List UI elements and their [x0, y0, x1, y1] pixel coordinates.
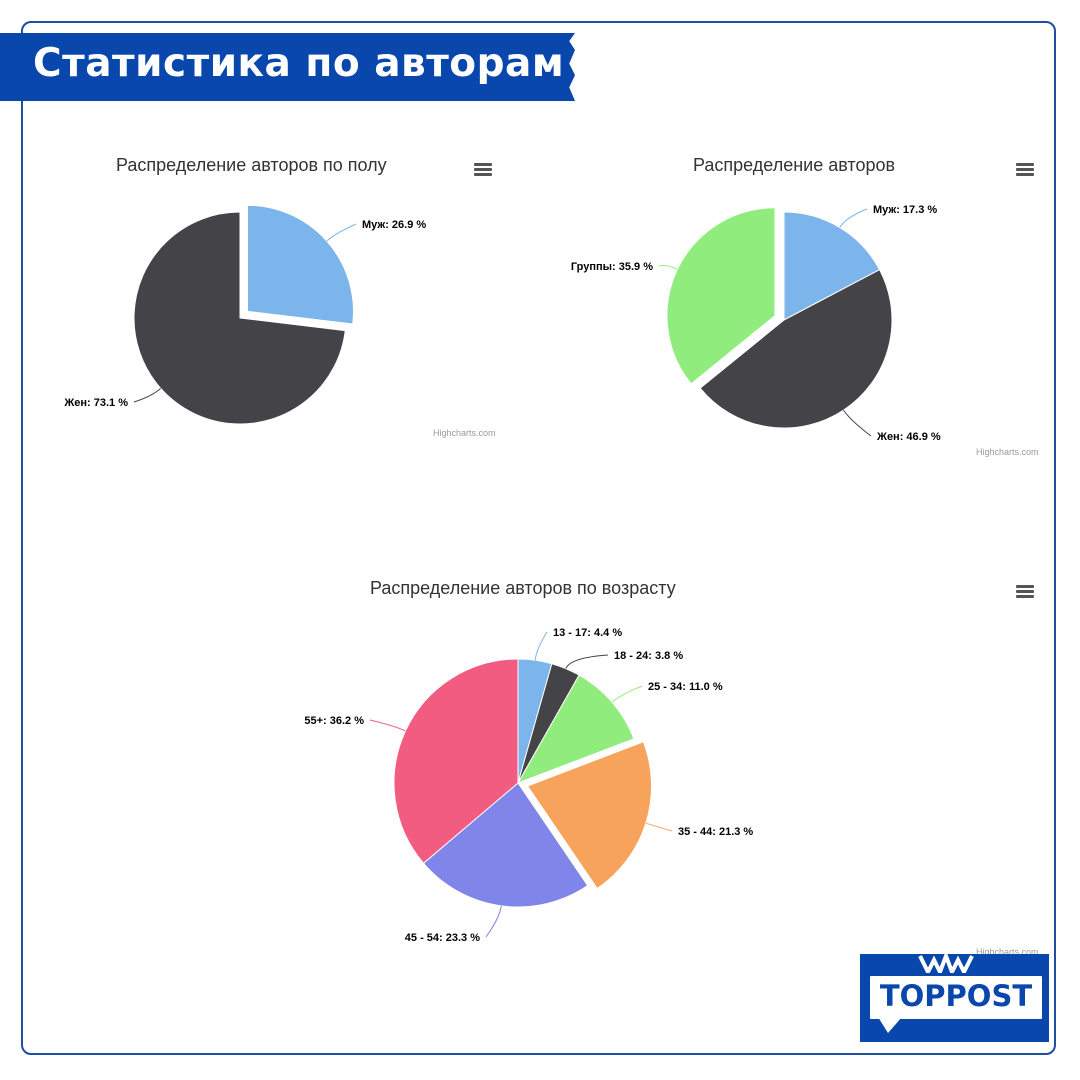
data-label-connector: [611, 685, 643, 703]
pie-slice[interactable]: [133, 211, 346, 425]
data-label-connector: [369, 719, 406, 732]
pie-slice[interactable]: [666, 207, 776, 385]
data-label-connector: [485, 905, 502, 938]
chart-title-gender: Распределение авторов по полу: [116, 155, 387, 175]
pie-slice[interactable]: [393, 658, 519, 864]
highcharts-credit[interactable]: Highcharts.com: [433, 428, 496, 438]
pie-slice[interactable]: [422, 782, 589, 908]
data-label-connector: [645, 822, 673, 832]
logo-bubble: TOPPOST: [867, 973, 1045, 1022]
data-label-connector: [133, 387, 162, 403]
page-title: Статистика по авторам: [33, 41, 565, 86]
highcharts-credit[interactable]: Highcharts.com: [976, 947, 1039, 957]
data-label: 45 - 54: 23.3 %: [405, 932, 480, 944]
crown-icon: [918, 954, 974, 976]
data-label: Муж: 26.9 %: [362, 219, 426, 231]
pie-slice[interactable]: [783, 211, 881, 321]
pie-slice[interactable]: [699, 268, 893, 429]
data-label: Муж: 17.3 %: [873, 204, 937, 216]
data-label-connector: [658, 265, 678, 270]
data-label-connector: [839, 208, 868, 228]
pie-slice[interactable]: [246, 204, 354, 325]
data-label: Жен: 46.9 %: [876, 431, 941, 443]
chart-menu-icon[interactable]: [474, 163, 492, 177]
logo-text: TOPPOST: [879, 979, 1033, 1013]
highcharts-credit[interactable]: Highcharts.com: [976, 447, 1039, 457]
data-label: 55+: 36.2 %: [304, 715, 364, 727]
chart-menu-icon[interactable]: [1016, 163, 1034, 177]
header-banner: Статистика по авторам: [0, 33, 575, 101]
chart-title-age: Распределение авторов по возрасту: [370, 578, 676, 598]
data-label: 25 - 34: 11.0 %: [648, 681, 723, 693]
chart-menu-icon[interactable]: [1016, 585, 1034, 599]
data-label: Жен: 73.1 %: [63, 397, 128, 409]
data-label: 18 - 24: 3.8 %: [614, 650, 683, 662]
data-label: 35 - 44: 21.3 %: [678, 826, 753, 838]
data-label-connector: [534, 631, 548, 661]
data-label-connector: [565, 654, 609, 669]
data-label-connector: [326, 223, 357, 242]
logo-bubble-tail: [878, 1017, 902, 1033]
toppost-logo: TOPPOST: [860, 954, 1049, 1042]
data-label-connector: [843, 409, 872, 437]
chart-title-authors: Распределение авторов: [693, 155, 896, 175]
pie-slice[interactable]: [526, 741, 653, 890]
data-label: Группы: 35.9 %: [571, 261, 653, 273]
data-label: 13 - 17: 4.4 %: [553, 627, 622, 639]
